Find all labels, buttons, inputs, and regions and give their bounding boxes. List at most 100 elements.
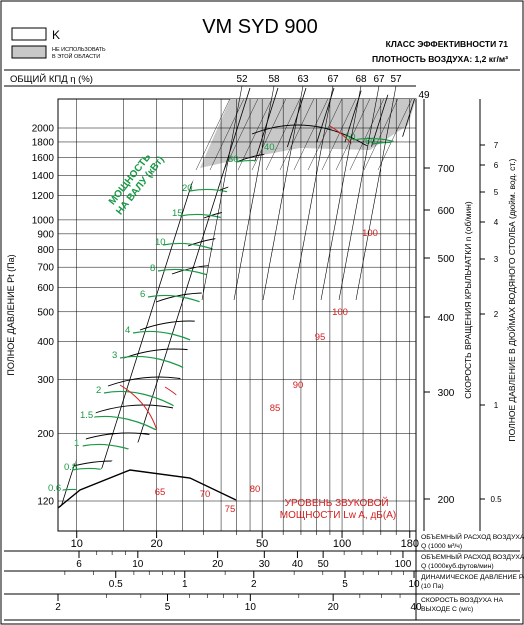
x-tick-label: 2 [251, 579, 257, 590]
sound-value-label: 100 [332, 307, 348, 318]
x-axis-label: ДИНАМИЧЕСКОЕ ДАВЛЕНИЕ Pd [421, 574, 524, 581]
sound-value-label: 80 [250, 484, 261, 495]
sound-value-label: 90 [293, 380, 304, 391]
efficiency-tick-label: 57 [390, 74, 402, 85]
x-tick-label: 10 [71, 538, 83, 550]
power-value-label: 0.6 [48, 483, 61, 494]
inch-tick-label: 0.5 [490, 495, 502, 504]
efficiency-line [320, 85, 362, 301]
inch-tick-label: 7 [494, 141, 499, 150]
efficiency-axis: 52 58 63 67 68 67 57 49 [201, 74, 430, 301]
power-value-label: 15 [172, 208, 183, 219]
y-tick-label: 1200 [32, 191, 55, 202]
air-density: ПЛОТНОСТЬ ВОЗДУХА: 1,2 кг/м³ [372, 54, 508, 64]
efficiency-line [201, 85, 243, 301]
curve-labels: 0.60.8 1 1.5 2 3 4 6 8 10 15 20 30 40 50 60 65 70 75 80 85 9… [48, 132, 378, 515]
rpm-tick-label: 300 [438, 388, 455, 399]
rpm-tick-label: 400 [438, 313, 455, 324]
y-axis-label: ПОЛНОЕ ДАВЛЕНИЕ Pt (Па) [6, 254, 16, 375]
y-tick-label: 1800 [32, 137, 55, 148]
x-tick-label: 2 [55, 602, 61, 613]
x-grid [76, 99, 411, 531]
legend-k-label: K [52, 28, 60, 42]
x-tick-label: 10 [132, 559, 144, 570]
y-tick-label: 200 [37, 429, 54, 440]
rpm-axis-label: СКОРОСТЬ ВРАЩЕНИЯ КРЫЛЬЧАТКИ n (об/мин) [463, 201, 473, 399]
x-axis-label: СКОРОСТЬ ВОЗДУХА НА [421, 597, 503, 604]
sound-value-label: 70 [200, 489, 211, 500]
x-tick-label: 30 [259, 559, 271, 570]
x-tick-label: 10 [245, 602, 257, 613]
legend-restricted-line-1: НЕ ИСПОЛЬЗОВАТЬ [52, 47, 106, 53]
y-tick-label: 600 [37, 283, 54, 294]
x-tick-label: 20 [328, 602, 340, 613]
sound-label-line-1: УРОВЕНЬ ЗВУКОВОЙ [285, 496, 389, 509]
sound-value-label: 95 [315, 332, 326, 343]
sound-value-label: 65 [155, 487, 166, 498]
x-tick-label: 180 [401, 538, 419, 550]
sound-label-line-2: МОЩНОСТИ Lw A, дБ(А) [280, 510, 396, 521]
power-value-label: 8 [150, 263, 155, 274]
efficiency-tick-label: 67 [373, 74, 385, 85]
y-tick-label: 1400 [32, 171, 55, 182]
x-tick-label: 10 [408, 579, 420, 590]
efficiency-line [292, 85, 334, 301]
x-tick-label: 100 [395, 559, 412, 570]
y-tick-label: 1000 [32, 215, 55, 226]
system-line [115, 87, 251, 510]
x-tick-label: 20 [212, 559, 224, 570]
y-tick-label: 700 [37, 263, 54, 274]
power-value-label: 2 [96, 385, 101, 396]
power-value-label: 1.5 [80, 410, 93, 421]
x-axis-label: ОБЪЕМНЫЙ РАСХОД ВОЗДУХА [421, 552, 524, 561]
x-tick-label: 5 [342, 579, 348, 590]
efficiency-tick-label: 63 [297, 74, 309, 85]
y-tick-label: 300 [37, 375, 54, 386]
legend-k-swatch [11, 27, 47, 41]
y-tick-label: 2000 [32, 124, 55, 135]
power-value-label: 1 [74, 438, 79, 449]
legend-restricted-line-2: В ЭТОЙ ОБЛАСТИ [52, 52, 100, 60]
total-efficiency-label: ОБЩИЙ КПД η (%) [10, 73, 93, 85]
x-axis-label: ОБЪЕМНЫЙ РАСХОД ВОЗДУХА [421, 532, 524, 541]
power-value-label: 30 [228, 154, 239, 165]
x-tick-label: 40 [292, 559, 304, 570]
rpm-tick-label: 200 [438, 495, 455, 506]
power-value-label: 6 [140, 289, 145, 300]
power-value-label: 0.8 [64, 462, 77, 473]
efficiency-tick-label: 68 [355, 74, 367, 85]
inch-axis-label: ПОЛНОЕ ДАВЛЕНИЕ В ДЮЙМАХ ВОДЯНОГО СТОЛБА… [506, 158, 517, 441]
power-value-label: 3 [112, 350, 117, 361]
power-value-label: 60 [365, 136, 376, 147]
y-axis: 120 200 300 400 500 600 700 800 900 1000 1200 1400 1… [32, 124, 55, 508]
x-tick-label: 20 [150, 538, 162, 550]
sound-value-label: 100 [362, 228, 378, 239]
efficiency-tick-label: 67 [327, 74, 339, 85]
y-tick-label: 900 [37, 229, 54, 240]
efficiency-line [262, 85, 304, 301]
y-tick-label: 1600 [32, 153, 55, 164]
sound-value-label: 85 [270, 403, 281, 414]
power-value-label: 10 [155, 237, 166, 248]
legend-restricted-swatch [11, 45, 47, 59]
inch-tick-label: 1 [494, 401, 499, 410]
y-tick-label: 800 [37, 245, 54, 256]
x-tick-label: 100 [333, 538, 351, 550]
y-grid [58, 127, 416, 502]
x-axis-label: Q (1000 м³/ч) [421, 543, 462, 550]
inch-tick-label: 4 [494, 218, 499, 227]
sound-label: УРОВЕНЬ ЗВУКОВОЙ МОЩНОСТИ Lw A, дБ(А) [280, 496, 396, 521]
rpm-axis: 200 300 400 500 600 700 [423, 99, 455, 531]
rpm-tick-label: 700 [438, 164, 455, 175]
power-curve [352, 138, 416, 221]
operating-envelope [57, 469, 237, 509]
x-axis-label: ВЫХОДЕ С (м/с) [421, 606, 473, 613]
inch-axis: 0.5 1 2 3 4 5 6 7 [479, 99, 502, 531]
x-tick-label: 0.5 [109, 579, 123, 590]
x-tick-label: 50 [318, 559, 330, 570]
y-tick-label: 400 [37, 337, 54, 348]
efficiency-tick-label: 58 [268, 74, 280, 85]
power-value-label: 20 [182, 183, 193, 194]
